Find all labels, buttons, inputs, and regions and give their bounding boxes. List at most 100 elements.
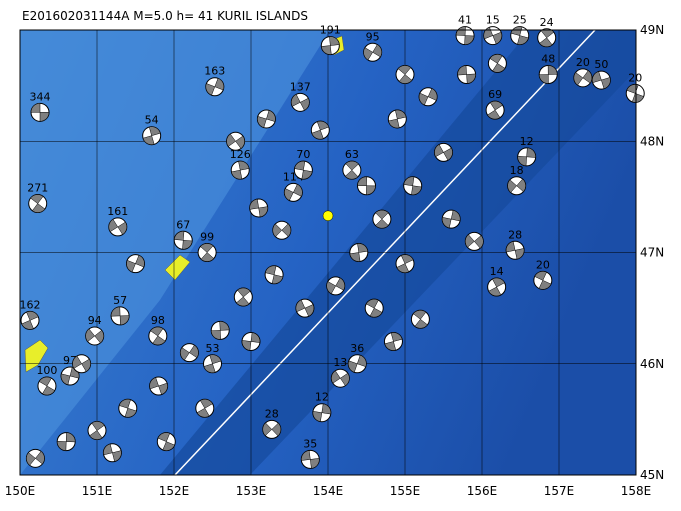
beachball bbox=[249, 198, 269, 218]
beachball bbox=[149, 376, 169, 396]
beachball bbox=[330, 368, 350, 388]
ball-quadrant bbox=[539, 28, 555, 47]
ball-quadrant bbox=[384, 332, 403, 351]
title: E201602031144A M=5.0 h= 41 KURIL ISLANDS bbox=[22, 9, 308, 23]
ball-quadrant bbox=[441, 210, 461, 229]
ball-quadrant bbox=[538, 65, 558, 84]
lon-label: 158E bbox=[621, 484, 652, 498]
beachball bbox=[485, 100, 505, 120]
beachball bbox=[293, 160, 313, 180]
beachball bbox=[320, 36, 340, 56]
lon-label: 157E bbox=[544, 484, 575, 498]
beachball bbox=[233, 287, 253, 307]
ball-quadrant bbox=[26, 450, 45, 466]
ball-quadrant bbox=[396, 254, 414, 273]
beachball bbox=[102, 443, 122, 463]
beachball bbox=[434, 142, 453, 162]
ball-quadrant bbox=[301, 450, 320, 469]
depth-label: 271 bbox=[27, 182, 48, 195]
depth-label: 12 bbox=[315, 391, 329, 404]
beachball bbox=[312, 403, 332, 423]
beachball bbox=[441, 209, 461, 229]
ball-quadrant bbox=[231, 160, 250, 180]
depth-label: 28 bbox=[265, 407, 279, 420]
depth-label: 35 bbox=[303, 437, 317, 450]
lon-label: 152E bbox=[159, 484, 190, 498]
beachball bbox=[573, 68, 593, 88]
depth-label: 98 bbox=[151, 314, 165, 327]
beachball bbox=[537, 28, 557, 48]
ball-quadrant bbox=[465, 234, 484, 249]
depth-label: 126 bbox=[230, 148, 251, 161]
depth-label: 53 bbox=[206, 342, 220, 355]
ball-quadrant bbox=[412, 310, 428, 329]
beachball bbox=[226, 131, 246, 151]
island bbox=[164, 254, 191, 281]
depth-label: 94 bbox=[88, 314, 102, 327]
depth-label: 20 bbox=[576, 56, 590, 69]
ball-quadrant bbox=[321, 36, 340, 55]
ball-quadrant bbox=[326, 277, 345, 295]
depth-label: 163 bbox=[204, 65, 225, 78]
ball-quadrant bbox=[457, 65, 476, 84]
depth-label: 41 bbox=[458, 14, 472, 27]
beachball bbox=[357, 176, 376, 196]
beachball bbox=[148, 326, 168, 346]
lon-label: 150E bbox=[5, 484, 36, 498]
beachball bbox=[383, 332, 403, 351]
depth-label: 48 bbox=[541, 53, 555, 66]
lat-label: 46N bbox=[640, 357, 664, 371]
beachball bbox=[20, 310, 40, 330]
ball-quadrant bbox=[507, 178, 526, 193]
ball-quadrant bbox=[249, 198, 268, 218]
depth-label: 69 bbox=[488, 88, 502, 101]
beachball bbox=[326, 276, 346, 296]
beachball bbox=[30, 102, 50, 122]
beachball bbox=[300, 449, 320, 469]
depth-label: 15 bbox=[486, 14, 500, 27]
frame bbox=[19, 29, 637, 476]
ball-quadrant bbox=[72, 355, 91, 372]
ball-quadrant bbox=[272, 223, 292, 238]
ball-quadrant bbox=[103, 443, 122, 462]
beachball bbox=[28, 194, 48, 214]
beachball bbox=[241, 332, 261, 351]
ball-quadrant bbox=[110, 306, 130, 326]
ball-quadrant bbox=[157, 432, 175, 451]
beachball bbox=[262, 419, 282, 439]
beachball bbox=[591, 70, 611, 90]
ball-quadrant bbox=[487, 100, 503, 120]
beachball bbox=[264, 265, 284, 285]
beachball bbox=[87, 421, 107, 440]
beachball bbox=[533, 270, 553, 290]
beachball bbox=[283, 182, 303, 202]
depth-label: 14 bbox=[490, 265, 504, 278]
beachball bbox=[395, 254, 415, 274]
beachball bbox=[142, 126, 162, 146]
lat-label: 48N bbox=[640, 134, 664, 148]
beachball bbox=[197, 243, 217, 262]
ball-quadrant bbox=[375, 209, 389, 229]
main-event bbox=[322, 210, 334, 222]
ball-quadrant bbox=[626, 84, 645, 103]
ball-quadrant bbox=[241, 332, 261, 351]
ball-quadrant bbox=[397, 65, 413, 84]
depth-label: 161 bbox=[107, 205, 128, 218]
ball-quadrant bbox=[294, 160, 313, 180]
ball-quadrant bbox=[573, 70, 593, 86]
lat-label: 47N bbox=[640, 246, 664, 260]
beachball bbox=[387, 109, 407, 129]
beachball bbox=[195, 398, 215, 418]
beachball bbox=[410, 309, 430, 329]
ball-quadrant bbox=[331, 370, 350, 387]
ball-quadrant bbox=[150, 326, 166, 346]
ball-quadrant bbox=[505, 241, 525, 260]
ball-quadrant bbox=[89, 421, 105, 440]
ball-quadrant bbox=[205, 77, 225, 96]
ball-quadrant bbox=[38, 376, 56, 396]
beachball bbox=[403, 176, 423, 196]
beachball bbox=[342, 160, 362, 180]
ball-quadrant bbox=[21, 311, 39, 330]
ball-quadrant bbox=[226, 133, 245, 149]
